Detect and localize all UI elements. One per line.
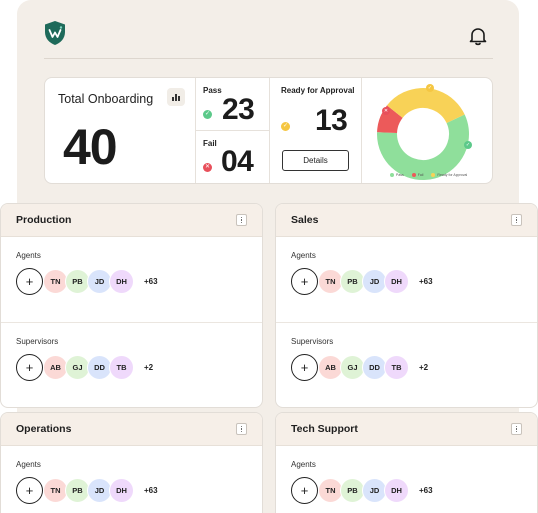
team-card: Production Agents + TN PB JD DH +63 Supervisors +… xyxy=(0,203,263,408)
details-button[interactable]: Details xyxy=(282,150,349,171)
chart-legend: Pass Fail Ready for Approval xyxy=(390,173,467,177)
legend-item-ready: Ready for Approval xyxy=(431,173,467,177)
fail-label: Fail xyxy=(203,139,217,148)
pass-value: 23 xyxy=(222,93,255,126)
header-divider xyxy=(44,58,493,59)
avatar[interactable]: TN xyxy=(318,478,343,503)
avatar[interactable]: PB xyxy=(65,478,90,503)
add-member-button[interactable]: + xyxy=(291,354,318,381)
fail-value: 04 xyxy=(221,145,254,178)
avatar[interactable]: DH xyxy=(384,478,409,503)
avatar[interactable]: TN xyxy=(318,269,343,294)
avatar[interactable]: DH xyxy=(109,478,134,503)
divider xyxy=(361,78,362,183)
shield-w-icon[interactable] xyxy=(43,20,67,46)
avatar[interactable]: JD xyxy=(87,478,112,503)
fail-x-icon: ✕ xyxy=(203,163,212,172)
section-label: Agents xyxy=(291,251,316,260)
avatar[interactable]: DH xyxy=(109,269,134,294)
avatar[interactable]: PB xyxy=(340,269,365,294)
total-onboarding-label: Total Onboarding xyxy=(58,92,154,106)
member-row: + TN PB JD DH +63 xyxy=(16,477,158,504)
add-member-button[interactable]: + xyxy=(291,477,318,504)
agents-section: Agents + TN PB JD DH +63 xyxy=(1,446,262,513)
card-header: Tech Support xyxy=(276,413,537,446)
onboarding-donut-chart: ✓ ✕ ✓ Pass Fail Ready for Approval xyxy=(362,78,492,183)
ready-value: 13 xyxy=(315,104,348,137)
team-card: Tech Support Agents + TN PB JD DH +63 xyxy=(275,412,538,513)
card-title: Tech Support xyxy=(291,423,358,435)
agents-section: Agents + TN PB JD DH +63 xyxy=(276,446,537,513)
fail-marker-icon: ✕ xyxy=(382,107,390,115)
card-title: Sales xyxy=(291,214,319,226)
add-member-button[interactable]: + xyxy=(16,477,43,504)
member-row: + TN PB JD DH +63 xyxy=(291,477,433,504)
section-label: Agents xyxy=(16,251,41,260)
add-member-button[interactable]: + xyxy=(291,268,318,295)
card-header: Production xyxy=(1,204,262,237)
add-member-button[interactable]: + xyxy=(16,354,43,381)
avatar[interactable]: AB xyxy=(318,355,343,380)
kebab-icon[interactable] xyxy=(511,214,522,226)
pass-check-icon: ✓ xyxy=(203,110,212,119)
avatar[interactable]: TB xyxy=(109,355,134,380)
more-count[interactable]: +2 xyxy=(419,363,429,372)
section-label: Agents xyxy=(291,460,316,469)
kebab-icon[interactable] xyxy=(236,214,247,226)
member-row: + AB GJ DD TB +2 xyxy=(16,354,153,381)
bar-chart-icon[interactable] xyxy=(167,88,185,106)
team-card: Sales Agents + TN PB JD DH +63 Supervisors + AB GJ D… xyxy=(275,203,538,408)
section-label: Supervisors xyxy=(291,337,334,346)
divider xyxy=(195,130,269,131)
agents-section: Agents + TN PB JD DH +63 xyxy=(1,237,262,322)
card-header: Operations xyxy=(1,413,262,446)
kebab-icon[interactable] xyxy=(236,423,247,435)
onboarding-stats-panel: Total Onboarding 40 Pass ✓ 23 Fail ✕ 04 … xyxy=(44,77,493,184)
card-title: Production xyxy=(16,214,72,226)
team-card: Operations Agents + TN PB JD DH +63 xyxy=(0,412,263,513)
avatar[interactable]: DD xyxy=(87,355,112,380)
legend-item-pass: Pass xyxy=(390,173,404,177)
kebab-icon[interactable] xyxy=(511,423,522,435)
member-row: + TN PB JD DH +63 xyxy=(291,268,433,295)
more-count[interactable]: +63 xyxy=(144,486,158,495)
supervisors-section: Supervisors + AB GJ DD TB +2 xyxy=(1,322,262,407)
total-onboarding-value: 40 xyxy=(63,119,118,175)
donut-slice-ready xyxy=(377,88,469,180)
ready-label: Ready for Approval xyxy=(281,86,355,95)
supervisors-section: Supervisors + AB GJ DD TB +2 xyxy=(276,322,537,407)
ready-check-icon: ✓ xyxy=(281,122,290,131)
agents-section: Agents + TN PB JD DH +63 xyxy=(276,237,537,322)
more-count[interactable]: +2 xyxy=(144,363,154,372)
more-count[interactable]: +63 xyxy=(419,486,433,495)
card-header: Sales xyxy=(276,204,537,237)
avatar[interactable]: JD xyxy=(362,269,387,294)
pass-marker-icon: ✓ xyxy=(464,141,472,149)
section-label: Agents xyxy=(16,460,41,469)
avatar[interactable]: DH xyxy=(384,269,409,294)
bell-icon[interactable] xyxy=(467,25,489,47)
avatar[interactable]: TB xyxy=(384,355,409,380)
member-row: + AB GJ DD TB +2 xyxy=(291,354,428,381)
avatar[interactable]: GJ xyxy=(65,355,90,380)
add-member-button[interactable]: + xyxy=(16,268,43,295)
card-title: Operations xyxy=(16,423,72,435)
ready-marker-icon: ✓ xyxy=(426,84,434,92)
more-count[interactable]: +63 xyxy=(419,277,433,286)
legend-item-fail: Fail xyxy=(411,173,423,177)
member-row: + TN PB JD DH +63 xyxy=(16,268,158,295)
more-count[interactable]: +63 xyxy=(144,277,158,286)
section-label: Supervisors xyxy=(16,337,59,346)
divider xyxy=(269,78,270,183)
pass-label: Pass xyxy=(203,86,222,95)
